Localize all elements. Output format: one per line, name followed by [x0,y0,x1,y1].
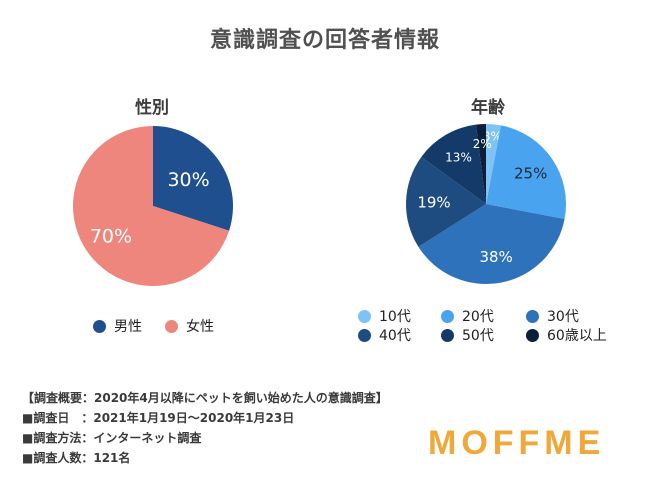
legend-label: 50代 [462,328,494,344]
pie-slice-0 [153,126,233,231]
pie-slice-3 [406,156,486,247]
moffme-logo: MOFFME [428,424,606,462]
legend-label: 10代 [379,309,411,325]
legend-item-1: 20代 [441,306,494,326]
pie-label-0: 3% [483,129,502,143]
pie-label-5: 2% [473,137,492,151]
pie-label-1: 25% [514,165,547,183]
pie-slice-4 [421,124,486,204]
legend-swatch [526,328,539,342]
age-pie-chart: 3% 25% 38% 19% 13%2% [406,124,566,284]
legend-swatch [526,309,539,323]
legend-label: 40代 [379,328,411,344]
legend-swatch [358,309,371,323]
survey-info: 【調査概要：2020年4月以降にペットを飼い始めた人の意識調査】 ■調査日 ：2… [22,388,388,468]
legend-swatch [441,309,454,323]
legend-swatch [441,328,454,342]
survey-info-date: ■調査日 ：2021年1月19日～2020年1月23日 [22,411,295,425]
legend-label: 男性 [114,319,142,335]
legend-swatch [93,319,106,333]
pie-label-2: 38% [479,248,512,266]
pie-label-4: 13% [445,151,472,165]
legend-item-0: 10代 [358,306,411,326]
pie-label-1: 70% [90,226,132,248]
legend-swatch [165,319,178,333]
age-chart-title: 年齢 [471,98,505,118]
legend-item-1: 女性 [165,316,214,336]
legend-item-3: 40代 [358,325,411,345]
page-title: 意識調査の回答者情報 [209,28,440,53]
legend-item-5: 60歳以上 [526,325,607,345]
legend-item-4: 50代 [441,325,494,345]
pie-label-3: 19% [417,193,450,211]
legend-label: 30代 [547,309,579,325]
pie-slice-1 [486,125,566,219]
survey-info-summary: 【調査概要：2020年4月以降にペットを飼い始めた人の意識調査】 [22,391,388,405]
pie-slice-0 [486,124,501,204]
legend-label: 60歳以上 [547,328,607,344]
legend-label: 女性 [186,319,214,335]
legend-item-0: 男性 [93,316,142,336]
pie-slice-5 [475,124,486,204]
legend-item-2: 30代 [526,306,579,326]
legend-label: 20代 [462,309,494,325]
gender-chart-title: 性別 [135,98,169,118]
pie-label-0: 30% [167,169,209,191]
gender-pie-chart: 30% 70% [73,126,233,286]
survey-info-count: ■調査人数：121名 [22,451,131,465]
legend-swatch [358,328,371,342]
pie-slice-1 [73,126,230,286]
pie-slice-2 [418,204,565,284]
survey-info-method: ■調査方法：インターネット調査 [22,431,202,445]
